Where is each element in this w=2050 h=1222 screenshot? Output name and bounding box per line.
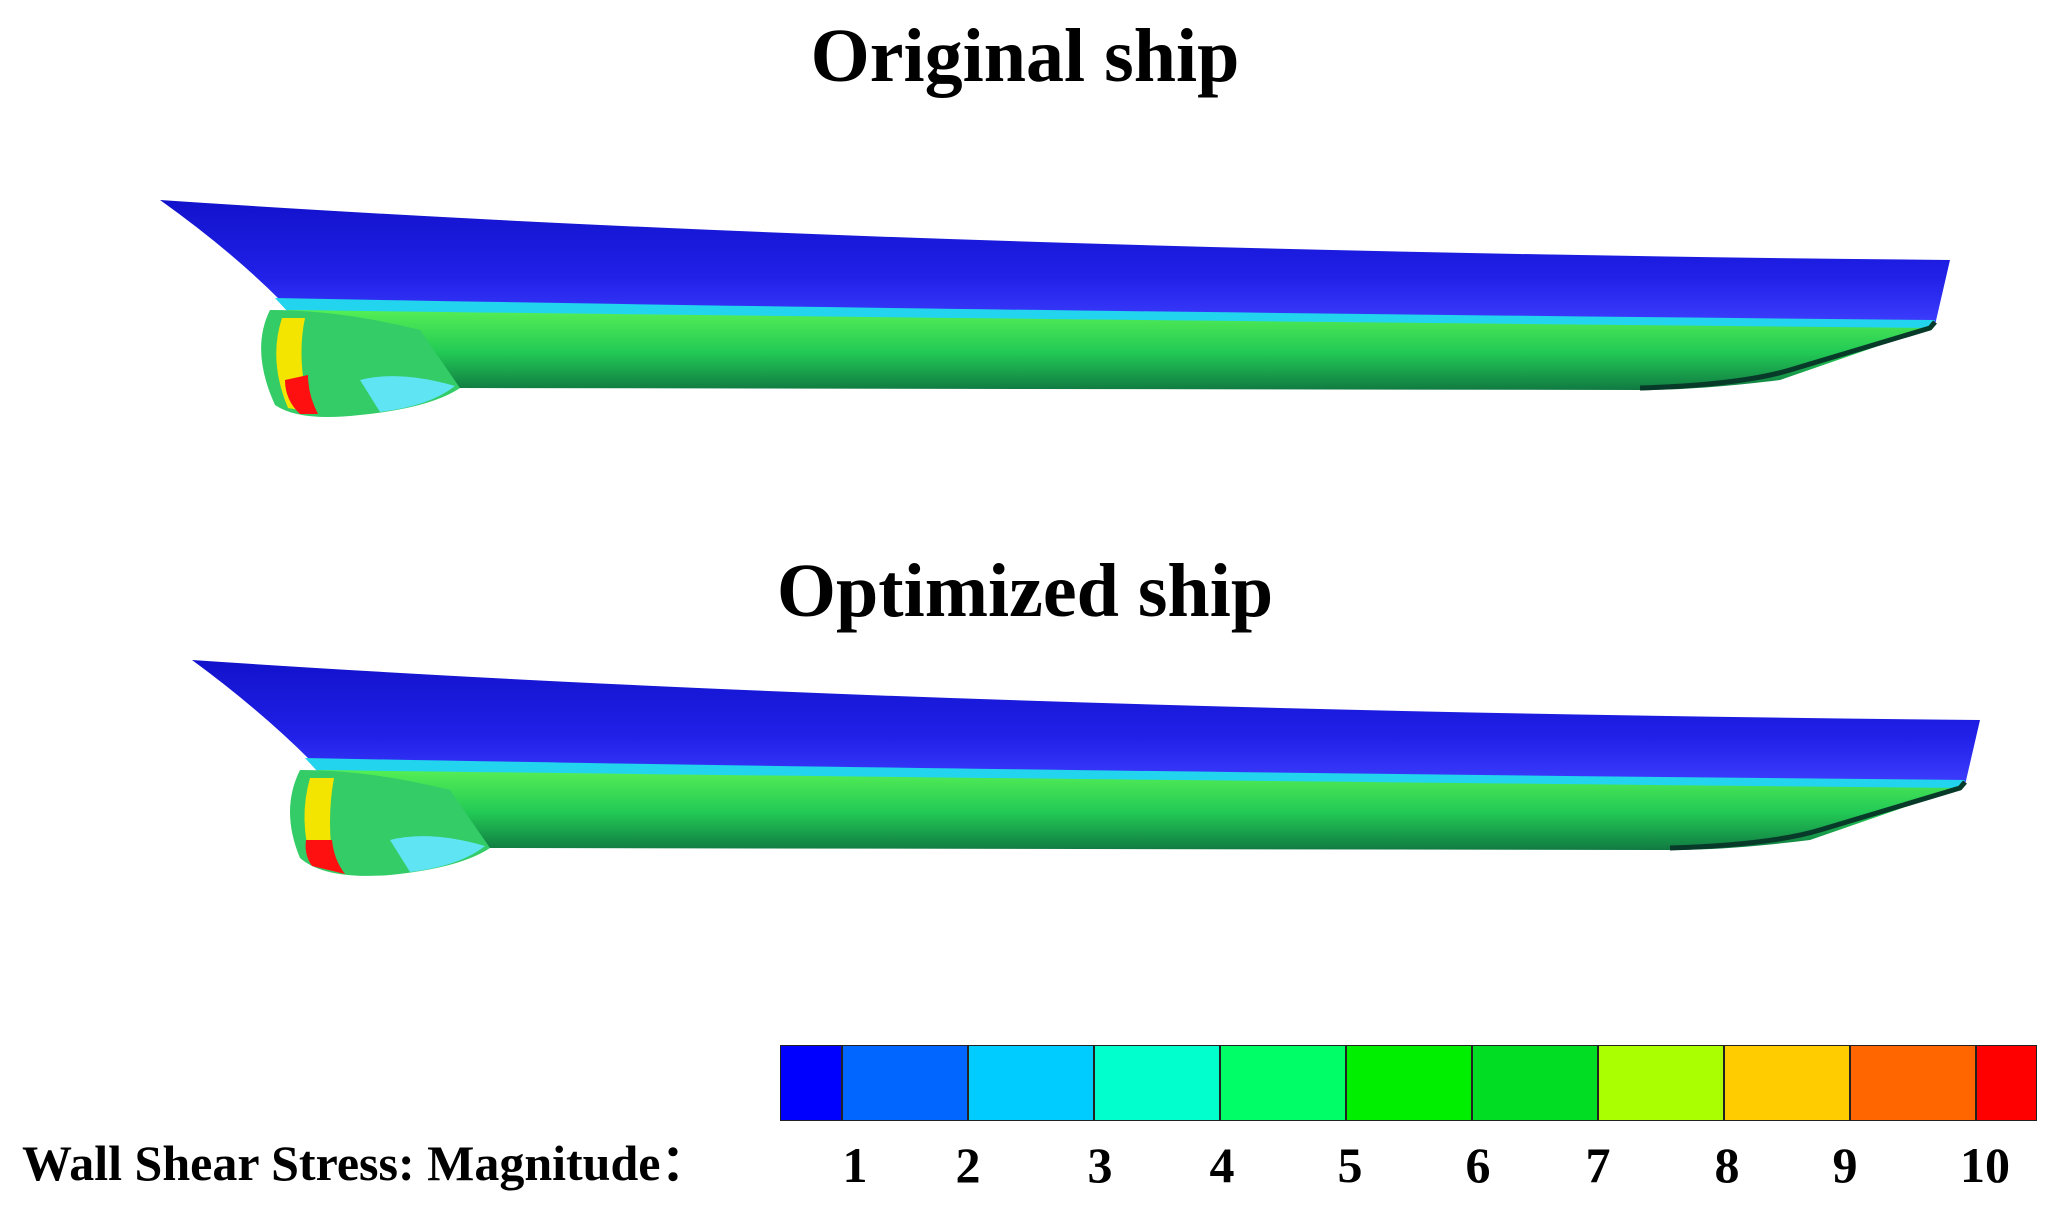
colorbar-tick-label: 1 xyxy=(842,1137,868,1193)
colorbar-segment xyxy=(1093,1045,1221,1121)
bulb-cyan-zone xyxy=(360,376,455,412)
bulb-red-zone xyxy=(285,375,318,414)
colorbar-tick-label: 6 xyxy=(1465,1137,1491,1193)
hull-lower-green xyxy=(281,310,1930,405)
original-ship-hull xyxy=(160,200,1950,418)
color-bar xyxy=(780,1045,2037,1121)
colorbar-tick-label: 7 xyxy=(1585,1137,1611,1193)
colorbar-tick-label: 8 xyxy=(1714,1137,1740,1193)
legend-title: Wall Shear Stress: Magnitude： xyxy=(22,1135,711,1191)
optimized-ship-hull xyxy=(192,660,1980,876)
colorbar-tick-label: 2 xyxy=(955,1137,981,1193)
colorbar-tick-label: 3 xyxy=(1087,1137,1113,1193)
colorbar-segment xyxy=(1219,1045,1347,1121)
hull-upper-blue xyxy=(192,660,1980,788)
colorbar-segment xyxy=(1345,1045,1473,1121)
colorbar-tick-label: 5 xyxy=(1337,1137,1363,1193)
title-original-ship: Original ship xyxy=(810,14,1240,98)
hull-upper-blue xyxy=(160,200,1950,328)
colorbar-tick-label: 4 xyxy=(1209,1137,1235,1193)
bulb-red-zone xyxy=(305,840,345,874)
colorbar-segment xyxy=(841,1045,969,1121)
colorbar-segment xyxy=(967,1045,1095,1121)
colorbar-tick-label: 10 xyxy=(1960,1137,2010,1193)
stern-dark-edge xyxy=(1669,780,1967,851)
waterline-band xyxy=(305,758,1965,790)
colorbar-segment xyxy=(1723,1045,1851,1121)
colorbar-segment xyxy=(1471,1045,1599,1121)
title-optimized-ship: Optimized ship xyxy=(776,549,1274,633)
stern-dark-edge xyxy=(1639,320,1937,391)
bulb-cyan-zone xyxy=(390,836,485,872)
waterline-band xyxy=(275,298,1935,330)
colorbar-segment xyxy=(1849,1045,1977,1121)
colorbar-tick-label: 9 xyxy=(1832,1137,1858,1193)
hull-lower-green xyxy=(311,770,1960,865)
colorbar-segment xyxy=(1975,1045,2037,1121)
colorbar-segment xyxy=(780,1045,843,1121)
colorbar-segment xyxy=(1597,1045,1725,1121)
